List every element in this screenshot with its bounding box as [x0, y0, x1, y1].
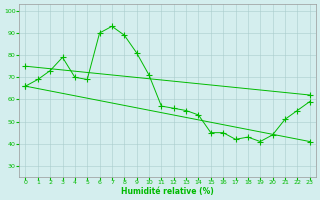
- X-axis label: Humidité relative (%): Humidité relative (%): [121, 187, 214, 196]
